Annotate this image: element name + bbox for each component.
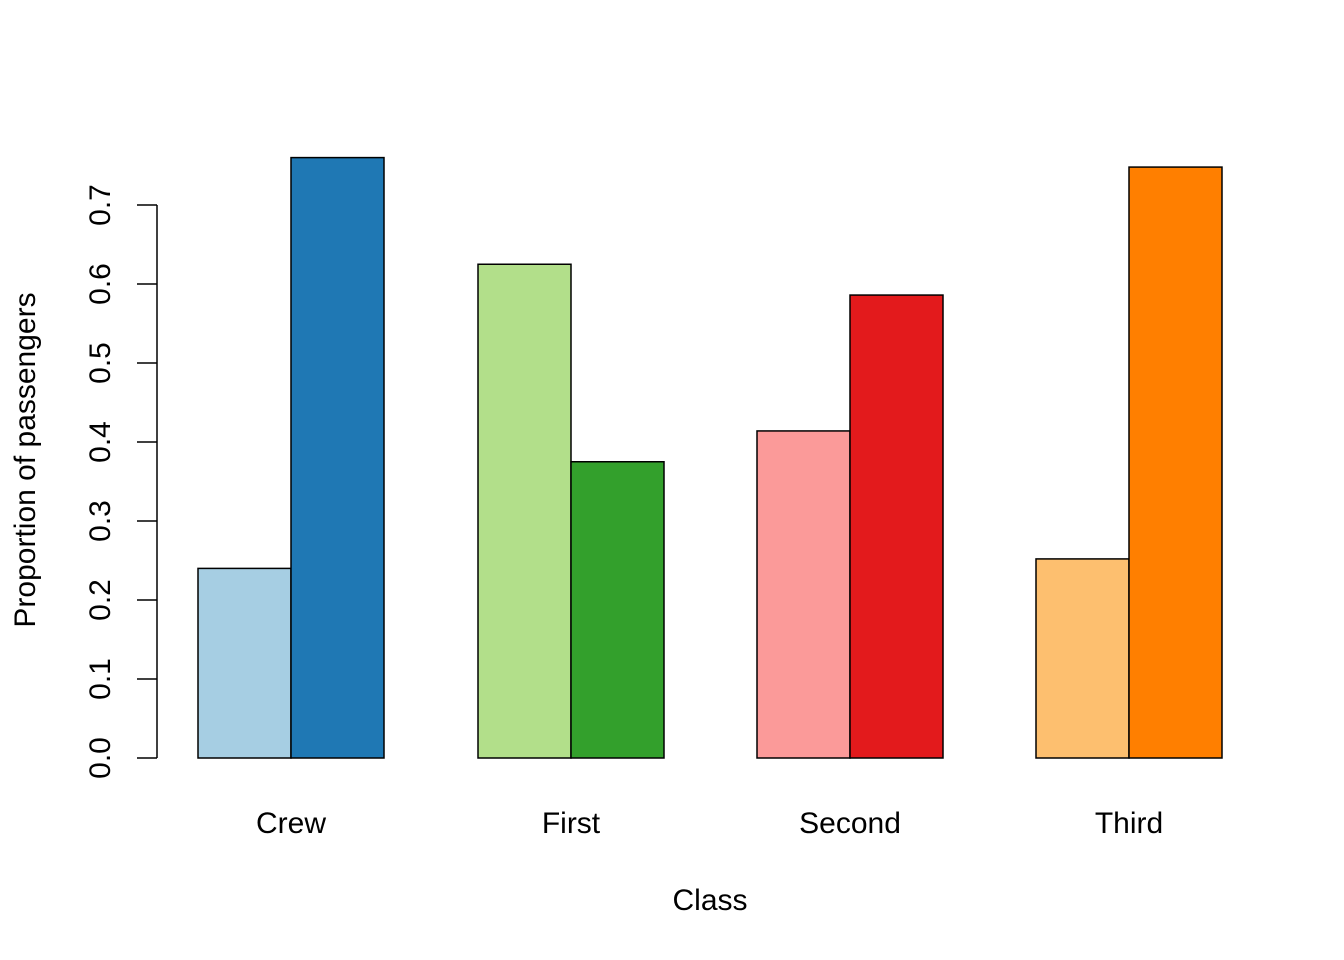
x-category-label-third: Third <box>1095 807 1163 840</box>
x-axis-labels: Crew First Second Third <box>256 807 1163 840</box>
bar-third-1 <box>1035 558 1130 759</box>
bar-second-2 <box>849 294 944 759</box>
y-axis: 0.0 0.1 0.2 0.3 0.4 0.5 0.6 0.7 <box>84 184 158 779</box>
bars-layer <box>197 156 1223 759</box>
y-tick-label: 0.1 <box>84 658 117 700</box>
y-tick-label: 0.7 <box>84 184 117 226</box>
x-axis-title: Class <box>672 884 747 917</box>
bar-first-2 <box>570 461 665 759</box>
y-tick-label: 0.5 <box>84 342 117 384</box>
y-tick-label: 0.4 <box>84 421 117 463</box>
bar-crew-1 <box>197 567 292 759</box>
y-tick-label: 0.2 <box>84 579 117 621</box>
bar-second-1 <box>756 430 851 759</box>
y-tick-label: 0.0 <box>84 737 117 779</box>
x-category-label-second: Second <box>799 807 901 840</box>
y-tick-label: 0.3 <box>84 500 117 542</box>
x-category-label-crew: Crew <box>256 807 326 840</box>
y-axis-title: Proportion of passengers <box>9 292 42 627</box>
bar-first-1 <box>477 263 572 759</box>
bar-third-2 <box>1128 166 1223 759</box>
y-tick-label: 0.6 <box>84 263 117 305</box>
x-category-label-first: First <box>542 807 601 840</box>
bar-crew-2 <box>290 156 385 759</box>
